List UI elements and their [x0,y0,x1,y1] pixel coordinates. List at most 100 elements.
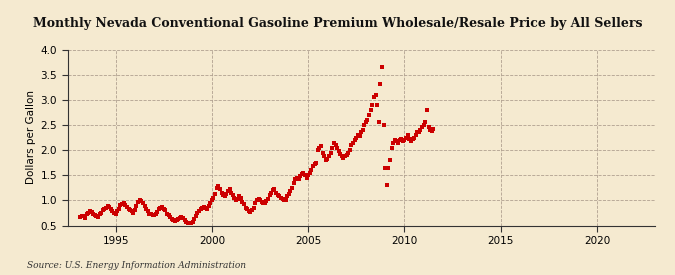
Point [229,196,240,200]
Point [356,130,367,135]
Point [261,199,272,204]
Point [308,164,319,168]
Point [232,197,243,202]
Point [367,103,378,107]
Point [365,108,376,112]
Point [216,191,227,195]
Point [400,135,411,140]
Point [195,207,206,211]
Point [173,217,184,221]
Point [375,81,386,86]
Point [259,201,270,205]
Point [138,201,148,205]
Point [153,207,164,211]
Point [147,213,158,218]
Point [330,143,341,147]
Point [192,211,203,215]
Point [254,198,265,203]
Point [131,204,142,209]
Point [373,120,384,125]
Point [346,143,357,147]
Point [352,133,363,137]
Point [92,215,103,219]
Point [267,188,278,192]
Point [178,216,188,220]
Point [428,127,439,131]
Point [423,125,434,130]
Point [343,150,354,155]
Point [314,145,325,150]
Point [113,207,124,211]
Point [288,181,299,185]
Point [221,192,232,197]
Point [399,138,410,142]
Point [86,210,97,214]
Point [181,220,192,224]
Point [80,216,90,220]
Point [146,212,157,217]
Point [194,209,205,214]
Point [236,196,246,200]
Point [364,113,375,117]
Point [301,175,312,180]
Point [210,192,221,197]
Point [163,213,174,218]
Point [219,194,230,199]
Point [151,212,161,216]
Point [179,218,190,223]
Point [242,207,252,211]
Point [105,207,116,211]
Point [418,123,429,127]
Point [118,201,129,205]
Point [292,175,302,180]
Point [412,130,423,135]
Point [304,170,315,175]
Point [336,154,347,158]
Point [420,120,431,125]
Point [256,200,267,204]
Point [328,140,339,145]
Point [130,208,140,213]
Point [370,93,381,97]
Point [152,210,163,214]
Point [258,201,269,205]
Point [122,205,132,209]
Point [333,149,344,153]
Point [277,197,288,202]
Point [95,212,105,217]
Point [282,194,293,199]
Point [385,158,396,162]
Point [115,203,126,208]
Point [231,198,242,203]
Point [381,183,392,188]
Point [133,200,144,204]
Point [182,221,193,225]
Point [316,144,327,148]
Point [224,187,235,191]
Point [251,198,262,203]
Point [159,207,169,211]
Point [248,206,259,210]
Point [298,170,308,175]
Point [275,196,286,200]
Point [369,95,379,100]
Point [144,212,155,216]
Point [265,193,275,197]
Point [174,216,185,220]
Point [82,212,92,217]
Point [109,211,119,215]
Point [321,158,331,162]
Point [84,209,95,214]
Point [102,204,113,209]
Point [215,187,225,191]
Point [415,128,426,132]
Point [410,133,421,137]
Point [240,206,251,210]
Point [207,198,217,203]
Point [227,193,238,197]
Point [348,140,358,145]
Point [372,103,383,107]
Point [246,208,257,213]
Point [165,215,176,219]
Point [83,211,94,215]
